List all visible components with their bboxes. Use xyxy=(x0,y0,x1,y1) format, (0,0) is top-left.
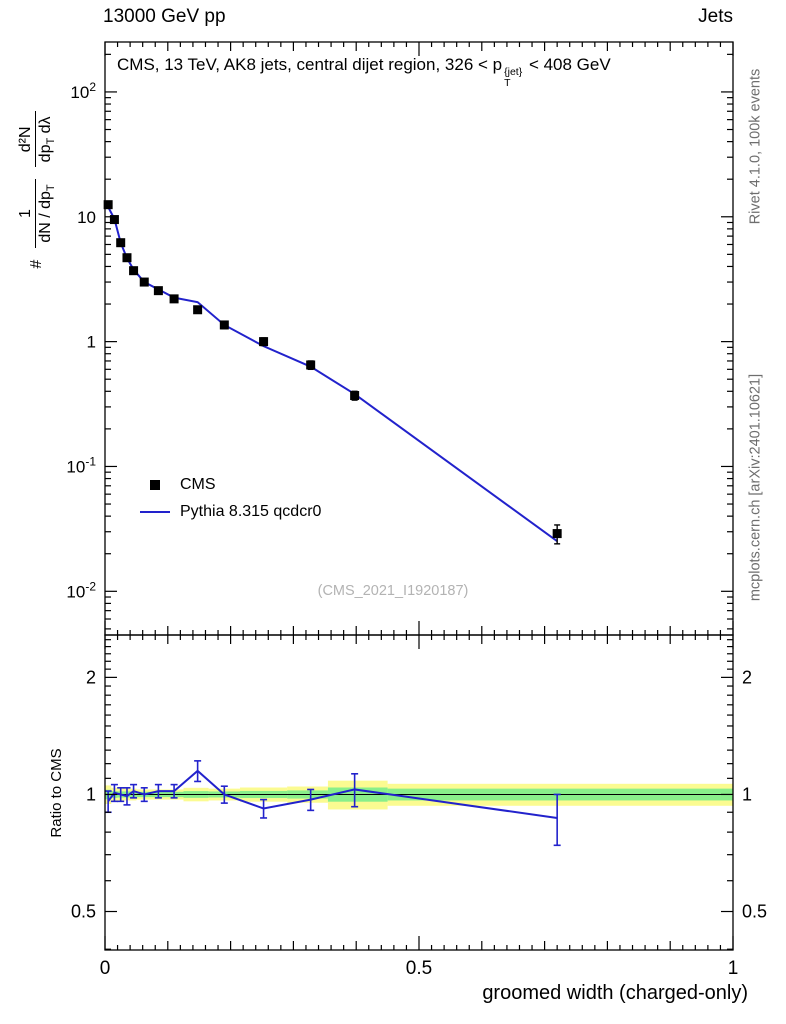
legend-item-pythia: Pythia 8.315 qcdcr0 xyxy=(140,503,321,521)
ylabel-frac2-numerator: d²N xyxy=(16,126,34,153)
plot-title: CMS, 13 TeV, AK8 jets, central dijet reg… xyxy=(117,55,611,88)
svg-text:10-1: 10-1 xyxy=(66,454,96,476)
ylabel-frac1-den-text: dN / dp xyxy=(36,191,54,243)
ylabel-frac2-den-sub: T xyxy=(45,137,58,145)
plot-title-post: < 408 GeV xyxy=(524,55,611,74)
legend-item-cms: CMS xyxy=(140,476,321,494)
x-axis-label: groomed width (charged-only) xyxy=(482,982,748,1004)
ratio-y-axis-label: Ratio to CMS xyxy=(48,748,65,838)
legend-swatch-pythia xyxy=(140,510,170,514)
legend-label-pythia: Pythia 8.315 qcdcr0 xyxy=(180,503,322,520)
ylabel-frac2-denominator: dpT dλ xyxy=(34,111,59,168)
legend: CMS Pythia 8.315 qcdcr0 xyxy=(140,476,321,521)
ylabel-fraction-2: d²N dpT dλ xyxy=(16,111,59,168)
ylabel-frac2-den-text: dp xyxy=(36,144,54,163)
ylabel-fraction-1: 1 dN / dpT xyxy=(16,179,59,248)
analysis-group-label: Jets xyxy=(698,6,733,27)
pt-jet-scripts: {jet} T xyxy=(504,67,522,88)
analysis-id-watermark: (CMS_2021_I1920187) xyxy=(317,583,469,599)
pt-superscript: {jet} xyxy=(504,66,523,78)
cms-square-marker-icon xyxy=(150,480,160,490)
beam-energy-label: 13000 GeV pp xyxy=(103,6,226,27)
svg-text:1: 1 xyxy=(86,784,96,804)
svg-text:2: 2 xyxy=(742,667,752,687)
pt-subscript: T xyxy=(504,76,511,89)
legend-label-cms: CMS xyxy=(180,476,216,493)
svg-text:102: 102 xyxy=(70,80,96,102)
svg-text:0: 0 xyxy=(100,958,111,979)
legend-swatch-cms xyxy=(140,480,170,490)
plot-title-pre: CMS, 13 TeV, AK8 jets, central dijet reg… xyxy=(117,55,503,74)
svg-text:0.5: 0.5 xyxy=(406,958,432,979)
svg-text:1: 1 xyxy=(742,784,752,804)
svg-text:0.5: 0.5 xyxy=(71,902,96,922)
svg-text:0.5: 0.5 xyxy=(742,902,767,922)
ylabel-hash-prefix: # xyxy=(28,259,45,269)
rivet-version-label: Rivet 4.1.0, 100k events xyxy=(747,68,764,225)
main-y-axis-label: # 1 dN / dpT d²N dpT dλ xyxy=(0,25,75,355)
pythia-line-icon xyxy=(140,510,170,514)
ylabel-frac1-den-sub: T xyxy=(45,184,58,192)
svg-text:2: 2 xyxy=(86,667,96,687)
svg-text:1: 1 xyxy=(728,958,739,979)
mcplots-attribution-label: mcplots.cern.ch [arXiv:2401.10621] xyxy=(747,373,764,602)
svg-text:10: 10 xyxy=(77,208,96,227)
ylabel-frac1-denominator: dN / dpT xyxy=(34,179,59,248)
ylabel-frac2-den-tail: dλ xyxy=(36,116,54,138)
ylabel-frac1-numerator: 1 xyxy=(16,209,34,218)
svg-text:10-2: 10-2 xyxy=(66,579,96,601)
svg-text:1: 1 xyxy=(87,333,96,352)
